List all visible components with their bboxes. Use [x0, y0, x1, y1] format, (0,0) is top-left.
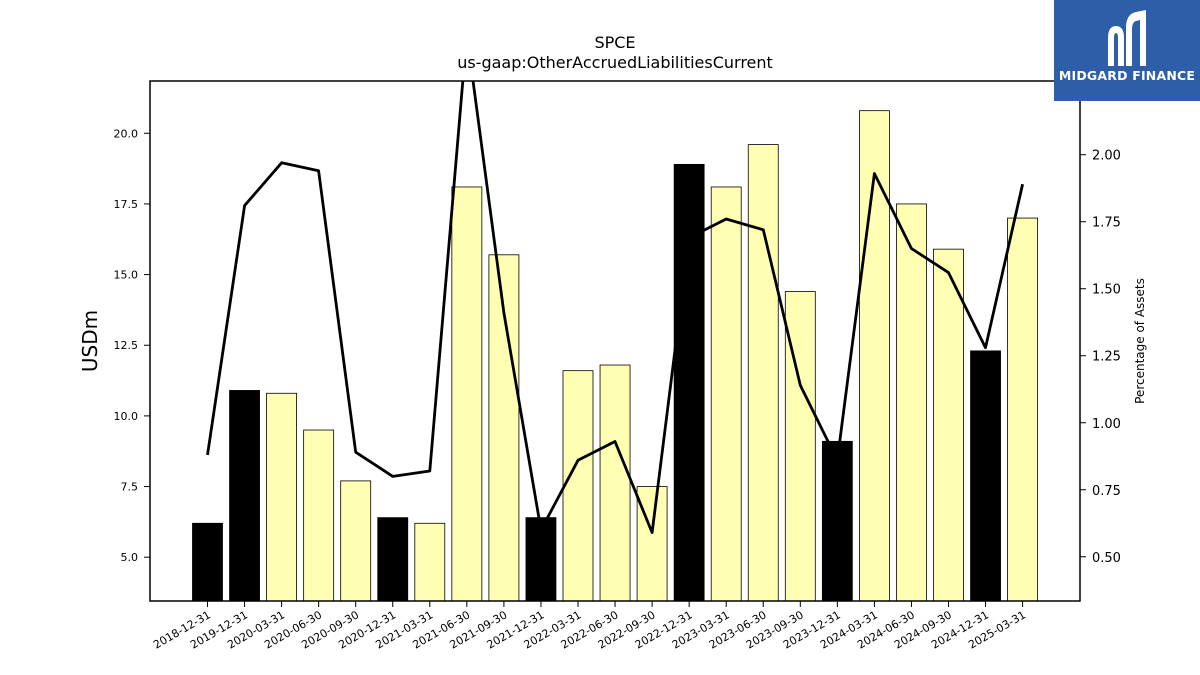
left-y-axis: 5.0 7.5 10.0 12.5 15.0 17.5 20.0 [114, 127, 150, 564]
chart-subtitle: us-gaap:OtherAccruedLiabilitiesCurrent [457, 53, 773, 72]
left-y-tick-label: 10.0 [114, 410, 139, 423]
right-y-tick-label: 2.00 [1092, 149, 1121, 164]
x-axis: 2018-12-312019-12-312020-03-312020-06-30… [151, 601, 1028, 652]
bar-2025-03-31 [1007, 217, 1038, 602]
right-y-tick-label: 1.75 [1092, 216, 1121, 231]
right-y-tick-label: 1.25 [1092, 350, 1121, 365]
bar-series [192, 110, 1038, 602]
bar-2021-03-31 [414, 522, 446, 602]
y-axis-label: USDm [78, 310, 102, 372]
percentage-line [206, 81, 1024, 534]
left-y-tick-label: 5.0 [121, 551, 139, 564]
bar-2022-12-31 [673, 163, 705, 602]
chart-title: SPCE [594, 33, 635, 52]
left-y-tick-label: 12.5 [114, 339, 139, 352]
midgard-m-icon [1108, 10, 1146, 66]
bar-2024-06-30 [896, 203, 927, 602]
bar-2020-09-30 [340, 480, 372, 602]
midgard-finance-logo: MIDGARD FINANCE [1054, 0, 1200, 101]
bar-2020-03-31 [266, 392, 298, 602]
bar-2019-12-31 [229, 390, 260, 602]
bar-2023-06-30 [747, 144, 779, 602]
right-y-tick-label: 0.50 [1092, 551, 1121, 566]
right-y-tick-label: 0.75 [1092, 484, 1121, 499]
bar-2022-06-30 [599, 364, 631, 602]
y2-axis-label: Percentage of Assets [1133, 278, 1147, 404]
logo-text: MIDGARD FINANCE [1058, 68, 1196, 83]
right-y-axis: 0.50 0.75 1.00 1.25 1.50 1.75 2.00 [1080, 149, 1121, 566]
right-y-tick-label: 1.00 [1092, 417, 1121, 432]
left-y-tick-label: 15.0 [114, 269, 139, 282]
bar-2024-09-30 [933, 248, 964, 602]
line-series [206, 81, 1024, 534]
right-y-tick-label: 1.50 [1092, 283, 1121, 298]
bar-2023-12-31 [821, 440, 853, 602]
bar-2022-03-31 [562, 370, 594, 602]
bar-2021-12-31 [525, 517, 557, 602]
bar-2018-12-31 [192, 522, 223, 602]
left-y-tick-label: 7.5 [121, 481, 139, 494]
bar-2023-03-31 [710, 186, 742, 602]
bar-2020-06-30 [303, 429, 335, 602]
left-y-tick-label: 17.5 [114, 198, 139, 211]
left-y-tick-label: 20.0 [114, 127, 139, 140]
bar-2020-12-31 [377, 517, 409, 602]
bar-2021-06-30 [451, 186, 483, 602]
bar-2024-12-31 [970, 350, 1001, 602]
